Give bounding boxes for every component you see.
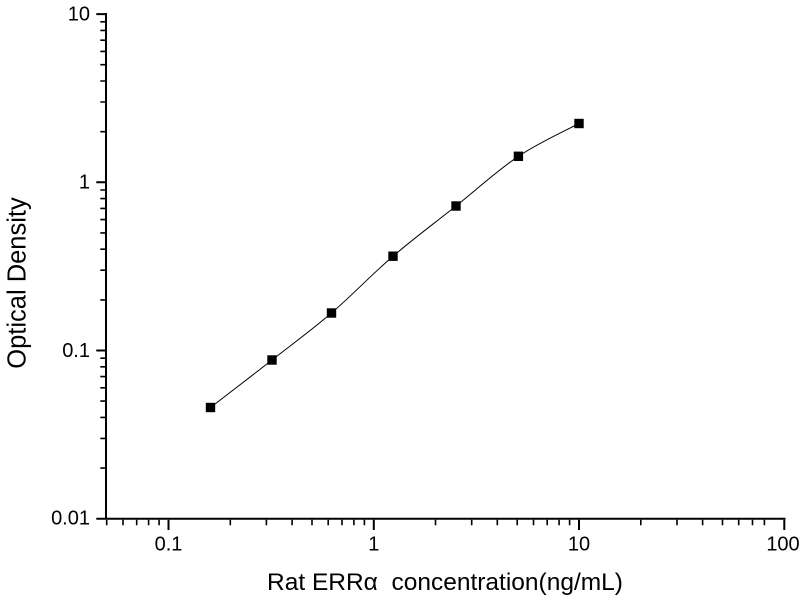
svg-text:Rat ERRα concentration(ng/mL): Rat ERRα concentration(ng/mL) <box>267 569 623 596</box>
svg-text:0.1: 0.1 <box>155 534 183 556</box>
svg-text:1: 1 <box>79 172 90 194</box>
svg-text:0.01: 0.01 <box>51 508 90 530</box>
svg-text:100: 100 <box>766 534 799 556</box>
svg-text:1: 1 <box>368 534 379 556</box>
svg-text:Optical Density: Optical Density <box>4 197 32 369</box>
svg-text:0.1: 0.1 <box>62 340 90 362</box>
svg-text:10: 10 <box>568 534 590 556</box>
svg-text:10: 10 <box>68 4 90 26</box>
